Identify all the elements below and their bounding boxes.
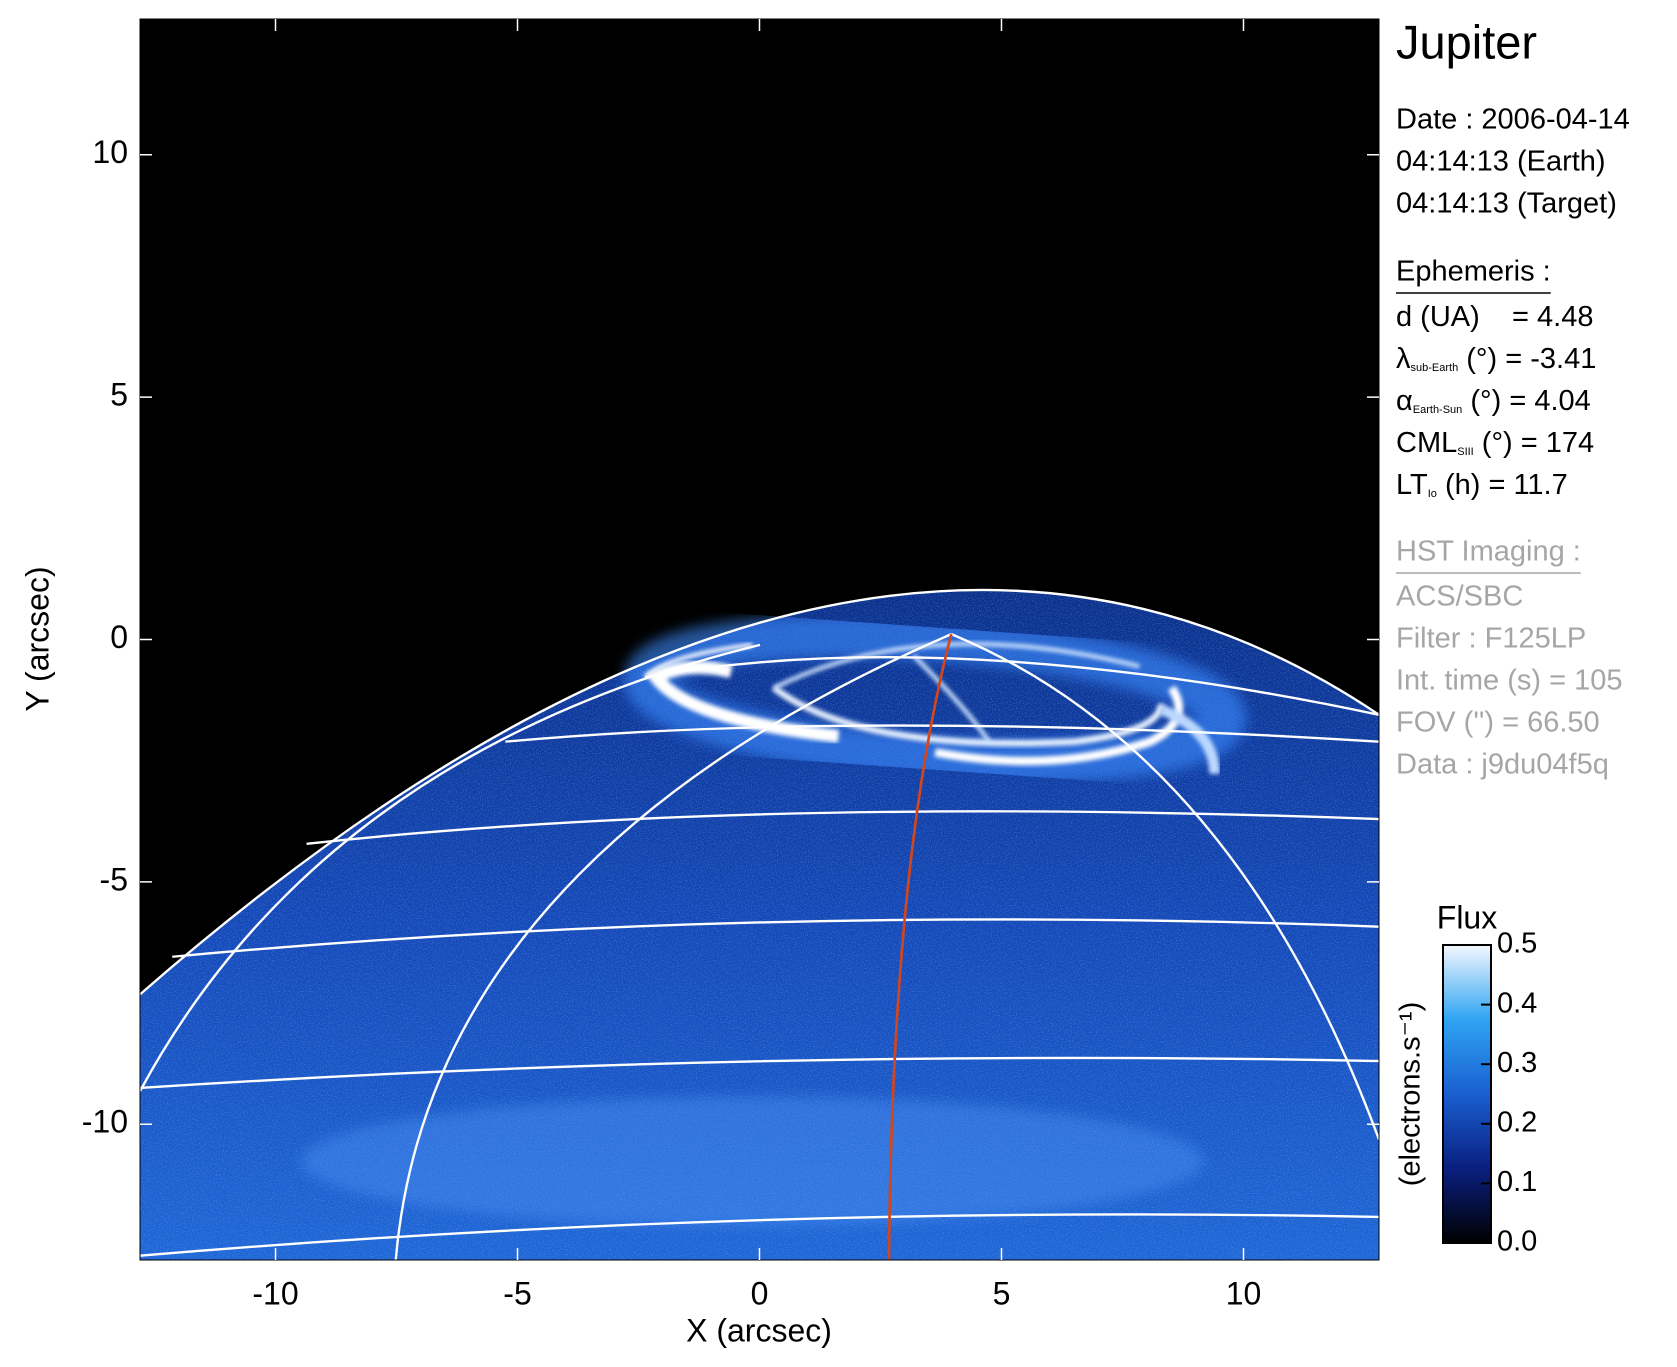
bright-band — [301, 1096, 1204, 1226]
y-axis-label: Y (arcsec) — [19, 566, 55, 711]
cml-meridian — [887, 633, 953, 1261]
y-tick-label: 0 — [110, 619, 128, 655]
lat-lon-grid — [139, 588, 1380, 1261]
colorbar-tick-label: 0.5 — [1497, 928, 1537, 960]
date-line: 04:14:13 (Earth) — [1396, 146, 1606, 178]
y-tick-label: 5 — [110, 377, 128, 413]
x-tick-label: 5 — [993, 1275, 1011, 1311]
y-tick-label: 10 — [92, 134, 128, 170]
colorbar-tick-label: 0.2 — [1497, 1106, 1537, 1138]
planet-image — [139, 588, 1380, 1261]
colorbar-label: (electrons.s⁻¹) — [1395, 1002, 1427, 1187]
info-line: Filter : F125LP — [1396, 623, 1586, 655]
info-title: Jupiter — [1396, 15, 1537, 68]
info-rest: (°) = -3.41 — [1458, 343, 1596, 375]
colorbar-title: Flux — [1437, 899, 1497, 935]
colorbar — [1442, 944, 1492, 1244]
axes: -10 -5 0 5 10 -10 -5 0 5 10 — [82, 19, 1379, 1311]
info-main: LT — [1396, 469, 1428, 501]
date-line: Date : 2006-04-14 — [1396, 104, 1630, 136]
section-heading: Ephemeris : — [1396, 256, 1551, 288]
info-main: λ — [1396, 343, 1411, 375]
info-rest: (°) = 174 — [1474, 427, 1594, 459]
colorbar-ticks: 0.0 0.1 0.2 0.3 0.4 0.5 — [1481, 928, 1537, 1258]
x-tick-label: -10 — [252, 1275, 298, 1311]
info-main: d (UA) = 4.48 — [1396, 301, 1593, 333]
x-axis-label: X (arcsec) — [686, 1312, 832, 1348]
info-line: λsub-Earth (°) = -3.41 — [1396, 343, 1596, 375]
x-tick-label: 10 — [1226, 1275, 1262, 1311]
date-line: 04:14:13 (Target) — [1396, 188, 1617, 220]
colorbar-tick-label: 0.0 — [1497, 1226, 1537, 1258]
info-panel: Date : 2006-04-14 04:14:13 (Earth) 04:14:1… — [1396, 104, 1630, 781]
info-line: CMLSIII (°) = 174 — [1396, 427, 1594, 459]
info-sub: sub-Earth — [1411, 362, 1459, 374]
x-tick-label: -5 — [503, 1275, 531, 1311]
info-line: Int. time (s) = 105 — [1396, 665, 1622, 697]
info-line: αEarth-Sun (°) = 4.04 — [1396, 385, 1591, 417]
info-sub: SIII — [1457, 446, 1474, 458]
y-tick-label: -5 — [100, 861, 128, 897]
section-heading: HST Imaging : — [1396, 536, 1581, 568]
info-rest: (h) = 11.7 — [1437, 469, 1568, 501]
info-line: LTIo (h) = 11.7 — [1396, 469, 1568, 501]
x-tick-label: 0 — [751, 1275, 769, 1311]
info-line: ACS/SBC — [1396, 581, 1523, 613]
info-rest: (°) = 4.04 — [1462, 385, 1590, 417]
info-line: Data : j9du04f5q — [1396, 749, 1609, 781]
colorbar-tick-label: 0.1 — [1497, 1166, 1537, 1198]
info-line: FOV ('') = 66.50 — [1396, 707, 1600, 739]
colorbar-tick-label: 0.3 — [1497, 1047, 1537, 1079]
info-sub: Earth-Sun — [1413, 404, 1463, 416]
info-sub: Io — [1428, 488, 1437, 500]
info-main: α — [1396, 385, 1413, 417]
info-main: CML — [1396, 427, 1457, 459]
info-line: d (UA) = 4.48 — [1396, 301, 1593, 333]
y-tick-label: -10 — [82, 1104, 128, 1140]
colorbar-tick-label: 0.4 — [1497, 987, 1537, 1019]
